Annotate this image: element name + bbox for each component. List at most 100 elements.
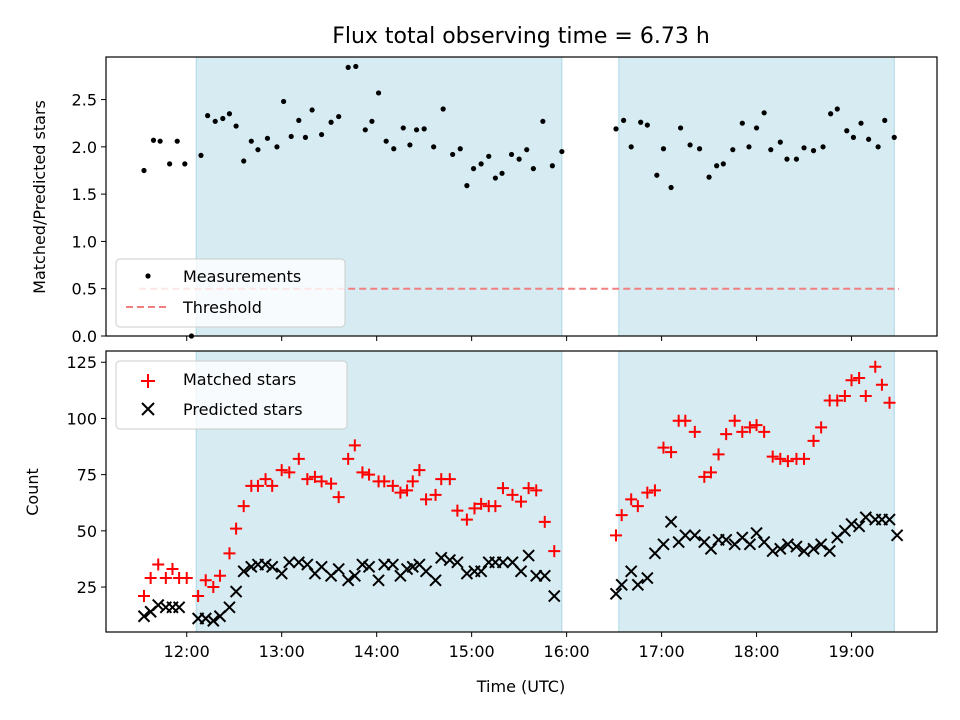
matched-star-point <box>283 466 296 479</box>
measurement-point <box>302 134 309 140</box>
predicted-star-point <box>538 569 551 583</box>
measurement-point <box>383 138 389 144</box>
measurement-point <box>478 161 484 167</box>
matched-star-point <box>665 446 678 459</box>
measurement-point <box>644 122 650 128</box>
matched-star-point <box>443 473 456 486</box>
predicted-star-point <box>265 560 279 574</box>
measurement-point <box>540 118 546 124</box>
measurement-point <box>264 135 271 141</box>
measurement-point <box>524 147 530 153</box>
matched-star-point <box>275 464 288 477</box>
legend-threshold-label: Threshold <box>182 298 262 317</box>
top-legend: Measurements Threshold <box>115 258 346 328</box>
legend-measurement-label: Measurements <box>183 267 301 286</box>
measurement-point <box>882 117 888 123</box>
measurement-point <box>516 156 522 162</box>
matched-star-point <box>766 450 779 463</box>
matched-star-point <box>698 470 711 483</box>
measurement-point <box>296 117 302 123</box>
matched-star-point <box>679 414 692 427</box>
matched-star-point <box>875 378 888 391</box>
y-tick-label: 50 <box>77 522 97 541</box>
predicted-star-point <box>624 565 638 578</box>
measurement-point <box>431 144 437 150</box>
predicted-star-point <box>275 567 288 580</box>
matched-star-point <box>712 448 725 461</box>
matched-star-point <box>496 482 509 495</box>
top-y-ticks: 0.0 0.5 1.0 1.5 2.0 2.5 <box>72 91 106 346</box>
chart-title: Flux total observing time = 6.73 h <box>332 24 710 49</box>
predicted-star-point <box>774 542 787 556</box>
matched-star-point <box>237 500 250 513</box>
measurement-point <box>241 158 247 164</box>
predicted-star-point <box>790 540 803 553</box>
predicted-star-point <box>641 571 654 585</box>
measurement-point <box>486 153 492 159</box>
top-ylabel: Matched/Predicted stars <box>30 100 49 294</box>
measurement-point <box>226 111 233 117</box>
predicted-star-point <box>223 601 236 614</box>
y-tick-label: 75 <box>77 466 97 485</box>
matched-star-point <box>356 466 369 479</box>
measurement-point <box>233 123 239 129</box>
measurement-point <box>212 118 218 124</box>
measurement-point <box>220 115 226 122</box>
predicted-star-point <box>419 565 433 578</box>
measurement-point <box>620 117 627 123</box>
measurement-point <box>248 138 254 144</box>
measurement-point <box>157 138 163 144</box>
x-tick-label: 15:00 <box>449 642 495 661</box>
matched-star-point <box>406 475 419 488</box>
matched-star-point <box>720 428 733 441</box>
matched-star-point <box>259 473 272 486</box>
measurement-point <box>400 125 406 131</box>
matched-star-point <box>781 455 794 468</box>
matched-star-point <box>363 468 376 481</box>
matched-star-point <box>180 572 193 585</box>
matched-star-point <box>308 470 321 483</box>
shaded-interval <box>618 56 895 337</box>
measurement-point <box>739 120 745 126</box>
matched-star-point <box>641 486 654 499</box>
predicted-star-point <box>548 589 561 603</box>
measurement-point <box>450 151 456 158</box>
bottom-y-ticks: 25 50 75 100 125 <box>66 353 106 597</box>
measurement-point <box>820 144 826 150</box>
ratio-panel: 0.0 0.5 1.0 1.5 2.0 2.5 Matched/Predicted sta… <box>30 56 938 346</box>
measurement-point <box>413 127 420 133</box>
shaded-interval <box>618 350 895 633</box>
measurement-point <box>391 146 397 152</box>
predicted-star-point <box>657 538 670 551</box>
measurement-point <box>549 163 555 169</box>
predicted-star-point <box>460 567 474 580</box>
matched-star-point <box>401 484 414 497</box>
matched-star-point <box>429 488 442 501</box>
y-tick-label: 25 <box>77 578 97 597</box>
measurement-point <box>834 106 840 112</box>
predicted-star-point <box>688 529 702 542</box>
matched-star-point <box>625 493 638 506</box>
measurement-point <box>696 146 703 152</box>
matched-star-point <box>451 504 464 517</box>
measurement-point <box>508 151 515 158</box>
predicted-star-point <box>859 511 872 524</box>
y-tick-label: 1.5 <box>72 185 97 204</box>
measurement-point <box>828 111 834 117</box>
measurement-point <box>150 137 157 143</box>
matched-star-point <box>838 389 851 402</box>
x-tick-label: 13:00 <box>259 642 305 661</box>
measurement-point <box>706 174 712 180</box>
matched-star-point <box>315 475 328 488</box>
matched-star-point <box>378 475 391 488</box>
measurement-point <box>714 163 720 169</box>
predicted-star-point <box>315 560 328 574</box>
predicted-star-point <box>332 562 345 576</box>
measurement-point <box>613 126 619 132</box>
matched-star-point <box>213 569 226 582</box>
measurement-point <box>687 142 693 148</box>
measurement-point <box>407 142 413 148</box>
matched-star-point <box>332 491 345 504</box>
measurement-point <box>492 175 498 181</box>
